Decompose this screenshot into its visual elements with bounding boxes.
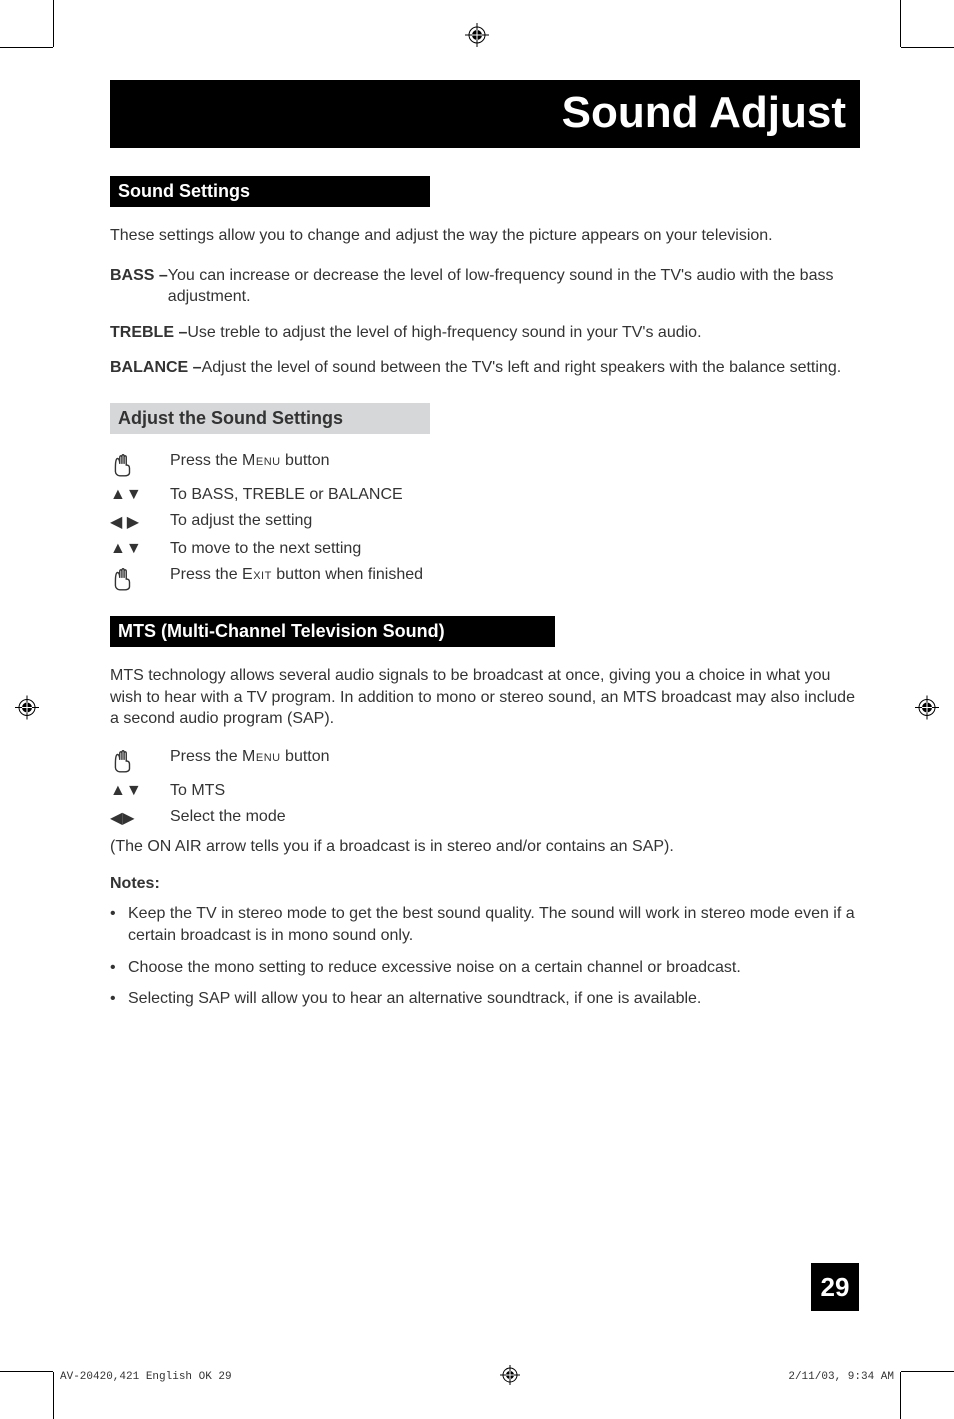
note-text: Keep the TV in stereo mode to get the be… xyxy=(128,903,860,946)
up-down-icon: ▲▼ xyxy=(110,540,170,558)
definition-text: You can increase or decrease the level o… xyxy=(168,265,860,308)
crop-mark xyxy=(900,1372,901,1419)
crop-mark xyxy=(901,1371,954,1372)
definition-text: Adjust the level of sound between the TV… xyxy=(202,357,842,379)
step-row: Press the Exit button when finished xyxy=(110,566,860,592)
step-row: Press the Menu button xyxy=(110,452,860,478)
hand-icon xyxy=(110,452,170,478)
note-item: • Keep the TV in stereo mode to get the … xyxy=(110,903,860,946)
step-text: To MTS xyxy=(170,782,225,800)
step-text: Select the mode xyxy=(170,808,286,826)
crop-mark xyxy=(0,47,53,48)
section-heading-adjust: Adjust the Sound Settings xyxy=(110,403,430,434)
section-heading-sound-settings: Sound Settings xyxy=(110,176,430,207)
step-row: ▲▼ To BASS, TREBLE or BALANCE xyxy=(110,486,860,504)
bullet-icon: • xyxy=(110,988,128,1010)
crop-mark xyxy=(900,0,901,47)
step-text: To move to the next setting xyxy=(170,540,361,558)
step-text: To BASS, TREBLE or BALANCE xyxy=(170,486,403,504)
step-row: ▲▼ To move to the next setting xyxy=(110,540,860,558)
footer: AV-20420,421 English OK 29 2/11/03, 9:34… xyxy=(60,1365,894,1389)
crop-mark xyxy=(53,1372,54,1419)
note-item: • Choose the mono setting to reduce exce… xyxy=(110,957,860,979)
mts-intro: MTS technology allows several audio sign… xyxy=(110,665,860,730)
step-row: Press the Menu button xyxy=(110,748,860,774)
crop-mark xyxy=(0,1371,53,1372)
bullet-icon: • xyxy=(110,903,128,946)
definition-label: BASS – xyxy=(110,265,168,308)
hand-icon xyxy=(110,748,170,774)
step-row: ◀ ▶ To adjust the setting xyxy=(110,512,860,532)
note-item: • Selecting SAP will allow you to hear a… xyxy=(110,988,860,1010)
page-title: Sound Adjust xyxy=(110,80,860,148)
up-down-icon: ▲▼ xyxy=(110,486,170,504)
definition-label: BALANCE – xyxy=(110,357,202,379)
definition-bass: BASS – You can increase or decrease the … xyxy=(110,265,860,308)
up-down-icon: ▲▼ xyxy=(110,782,170,800)
definition-label: TREBLE – xyxy=(110,322,187,344)
intro-text: These settings allow you to change and a… xyxy=(110,225,860,247)
step-text: Press the Menu button xyxy=(170,452,330,470)
after-steps-text: (The ON AIR arrow tells you if a broadca… xyxy=(110,836,860,858)
crop-mark xyxy=(901,47,954,48)
bullet-icon: • xyxy=(110,957,128,979)
registration-mark-icon xyxy=(500,1365,520,1389)
definition-treble: TREBLE – Use treble to adjust the level … xyxy=(110,322,860,344)
registration-mark-icon xyxy=(15,695,39,724)
note-text: Choose the mono setting to reduce excess… xyxy=(128,957,741,979)
registration-mark-icon xyxy=(465,23,489,52)
section-heading-mts: MTS (Multi-Channel Television Sound) xyxy=(110,616,555,647)
notes-heading: Notes: xyxy=(110,875,860,893)
step-text: To adjust the setting xyxy=(170,512,312,530)
crop-mark xyxy=(53,0,54,47)
step-row: ▲▼ To MTS xyxy=(110,782,860,800)
left-right-icon: ◀▶ xyxy=(110,808,170,828)
registration-mark-icon xyxy=(915,695,939,724)
left-right-icon: ◀ ▶ xyxy=(110,512,170,532)
step-text: Press the Exit button when finished xyxy=(170,566,423,584)
hand-icon xyxy=(110,566,170,592)
note-text: Selecting SAP will allow you to hear an … xyxy=(128,988,701,1010)
definition-balance: BALANCE – Adjust the level of sound betw… xyxy=(110,357,860,379)
page-number: 29 xyxy=(811,1263,859,1311)
definition-text: Use treble to adjust the level of high-f… xyxy=(187,322,701,344)
step-text: Press the Menu button xyxy=(170,748,330,766)
page-content: Sound Adjust Sound Settings These settin… xyxy=(110,80,860,1020)
step-row: ◀▶ Select the mode xyxy=(110,808,860,828)
footer-left: AV-20420,421 English OK 29 xyxy=(60,1371,232,1383)
footer-right: 2/11/03, 9:34 AM xyxy=(788,1371,894,1383)
